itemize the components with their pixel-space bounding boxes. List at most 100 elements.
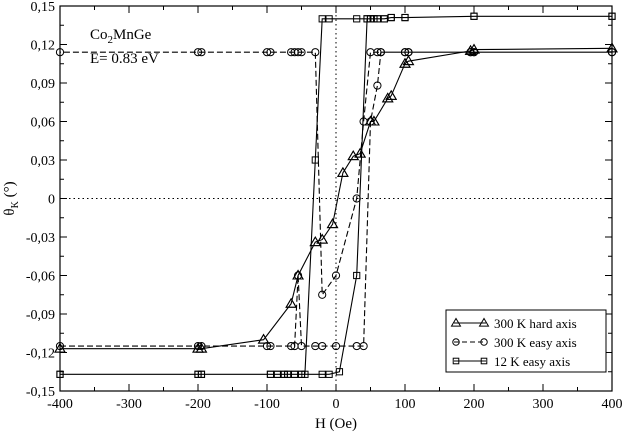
legend-entry-1: 300 K easy axis xyxy=(452,335,577,350)
legend-marker xyxy=(478,317,490,327)
data-point xyxy=(311,48,320,57)
y-tick-label: 0,03 xyxy=(31,154,56,169)
data-point xyxy=(337,166,349,177)
data-point xyxy=(293,271,303,280)
data-point xyxy=(318,341,327,351)
data-point xyxy=(366,48,375,57)
data-point xyxy=(325,15,333,23)
x-axis-label: H (Oe) xyxy=(315,416,357,432)
data-point xyxy=(266,48,275,57)
data-point xyxy=(297,370,306,378)
data-point xyxy=(387,13,395,22)
legend: 300 K hard axis 300 K easy axis 12 K easy … xyxy=(445,309,607,373)
legend-marker xyxy=(450,317,462,327)
series-line xyxy=(60,15,612,375)
data-point xyxy=(376,48,385,57)
x-tick-label: 300 xyxy=(533,397,554,412)
annotation-material-sub: 2 xyxy=(108,34,114,46)
annotation-energy: E= 0.83 eV xyxy=(90,51,159,67)
x-tick-label: 400 xyxy=(602,397,623,412)
data-point xyxy=(257,333,270,344)
data-point xyxy=(318,370,326,378)
data-point xyxy=(192,342,204,353)
legend-entry-2: 12 K easy axis xyxy=(452,354,570,369)
x-tick-label: 0 xyxy=(333,397,340,412)
data-point xyxy=(309,236,322,247)
data-point xyxy=(335,368,344,376)
legend-label: 12 K easy axis xyxy=(494,354,570,369)
data-point xyxy=(193,341,203,351)
legend-box xyxy=(445,309,607,373)
data-point xyxy=(331,341,341,351)
data-point xyxy=(399,57,411,68)
legend-marker xyxy=(452,338,460,346)
x-tick-label: 100 xyxy=(395,397,416,412)
legend-label: 300 K easy axis xyxy=(494,335,577,350)
data-point xyxy=(290,48,299,57)
y-tick-label: -0,15 xyxy=(26,385,55,400)
y-axis-label-unit: (°) xyxy=(2,181,18,201)
y-tick-label: -0,09 xyxy=(26,308,55,323)
y-tick-label: -0,06 xyxy=(26,270,55,285)
data-point xyxy=(280,370,288,378)
data-point xyxy=(326,218,339,229)
data-point xyxy=(287,48,296,57)
annotation-material-main: Co xyxy=(90,27,108,43)
data-point xyxy=(469,48,479,57)
y-tick-label: 0 xyxy=(48,193,55,208)
y-tick-label: -0,12 xyxy=(26,347,55,362)
legend-marker xyxy=(480,338,488,346)
data-point xyxy=(400,48,410,57)
data-point xyxy=(287,341,296,351)
data-point xyxy=(262,48,272,57)
data-point xyxy=(401,13,409,22)
data-point xyxy=(262,341,272,351)
legend-marker xyxy=(480,357,488,365)
x-tick-label: -400 xyxy=(47,397,73,412)
annotation-material-rest: MnGe xyxy=(113,27,152,43)
legend-label: 300 K hard axis xyxy=(494,316,577,331)
data-point xyxy=(381,92,394,103)
data-point xyxy=(373,81,382,90)
data-point xyxy=(353,15,361,23)
legend-marker xyxy=(452,357,460,365)
y-tick-label: 0,12 xyxy=(31,39,56,54)
data-point xyxy=(297,341,306,351)
data-point xyxy=(380,15,388,23)
y-tick-label: 0,09 xyxy=(31,77,56,92)
data-point xyxy=(353,271,361,280)
x-tick-label: -200 xyxy=(185,397,211,412)
y-axis-label: θK (°) xyxy=(2,181,21,215)
x-tick-label: -300 xyxy=(116,397,142,412)
x-tick-label: 200 xyxy=(464,397,485,412)
data-point xyxy=(194,370,202,378)
data-point xyxy=(464,44,477,55)
data-point xyxy=(347,150,360,161)
data-point xyxy=(359,341,368,351)
data-point xyxy=(197,341,206,351)
data-point xyxy=(197,48,206,57)
y-axis-label-main: θ xyxy=(2,208,18,215)
data-point xyxy=(285,297,298,308)
series-2 xyxy=(56,12,616,378)
series-1 xyxy=(55,48,617,351)
data-point xyxy=(404,48,413,57)
legend-entry-0: 300 K hard axis xyxy=(450,316,577,331)
y-tick-label: 0,06 xyxy=(31,116,56,131)
data-point xyxy=(291,370,299,378)
x-tick-label: -100 xyxy=(254,397,280,412)
ticks-layer: -400 -300 -200 -100 0 100 200 300 400 -0,15 -0,12 -… xyxy=(26,0,623,412)
data-point xyxy=(311,156,319,164)
y-tick-label: -0,03 xyxy=(26,231,55,246)
series-0 xyxy=(54,42,618,353)
annotation-material: Co2MnGe xyxy=(90,27,152,46)
data-point xyxy=(363,15,371,23)
data-point xyxy=(331,271,341,280)
data-point xyxy=(318,290,327,299)
y-tick-label: 0,15 xyxy=(31,0,56,15)
data-point xyxy=(470,12,478,20)
data-point xyxy=(273,370,281,378)
data-point xyxy=(325,370,333,378)
data-point xyxy=(466,48,475,57)
